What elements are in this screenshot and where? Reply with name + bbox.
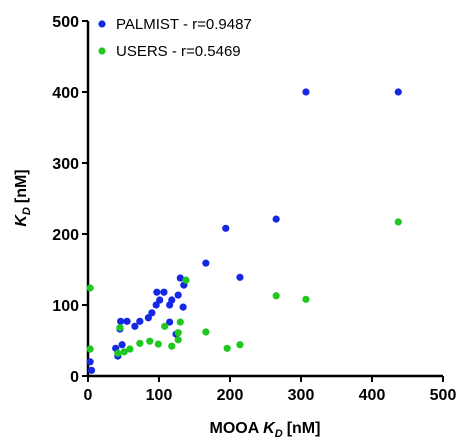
point bbox=[182, 276, 190, 284]
point bbox=[86, 284, 94, 292]
x-label-unit: [nM] bbox=[287, 420, 321, 437]
point bbox=[202, 328, 210, 336]
point bbox=[202, 259, 210, 267]
point bbox=[223, 344, 231, 352]
point bbox=[168, 342, 176, 350]
x-tick-label: 100 bbox=[146, 387, 173, 404]
x-label-prefix: MOOA bbox=[210, 420, 260, 437]
y-axis-label: KD [nM] bbox=[13, 169, 33, 226]
point bbox=[86, 345, 94, 353]
x-label-symbol: K bbox=[263, 420, 276, 437]
point bbox=[154, 340, 162, 348]
point bbox=[126, 345, 134, 353]
point bbox=[148, 309, 156, 317]
y-tick-label: 200 bbox=[52, 227, 79, 244]
point bbox=[160, 288, 168, 296]
point bbox=[116, 324, 124, 332]
point bbox=[153, 288, 161, 296]
point bbox=[302, 295, 310, 303]
point bbox=[272, 292, 280, 300]
point bbox=[161, 322, 169, 330]
point bbox=[117, 317, 125, 325]
point bbox=[272, 215, 280, 223]
x-tick-label: 0 bbox=[84, 387, 93, 404]
y-tick-label: 300 bbox=[52, 156, 79, 173]
point bbox=[302, 88, 310, 96]
point bbox=[136, 317, 144, 325]
point bbox=[118, 341, 126, 349]
y-tick-label: 100 bbox=[52, 298, 79, 315]
point bbox=[87, 366, 96, 374]
point bbox=[156, 296, 164, 304]
y-label-symbol: K bbox=[13, 214, 30, 227]
point bbox=[146, 337, 154, 345]
point bbox=[114, 349, 122, 357]
y-tick-label: 0 bbox=[70, 369, 79, 386]
y-label-subscript: D bbox=[21, 207, 33, 215]
x-tick-label: 500 bbox=[430, 387, 457, 404]
y-tick-label: 500 bbox=[52, 14, 79, 31]
point bbox=[120, 348, 128, 356]
point bbox=[136, 339, 144, 347]
x-label-subscript: D bbox=[275, 428, 283, 440]
x-axis-label: MOOA KD [nM] bbox=[210, 420, 321, 440]
legend-marker bbox=[98, 47, 106, 55]
point bbox=[176, 318, 184, 326]
point bbox=[86, 358, 94, 366]
point bbox=[222, 224, 230, 232]
point bbox=[144, 314, 152, 322]
point bbox=[179, 303, 187, 311]
point bbox=[174, 329, 182, 337]
point bbox=[236, 273, 244, 281]
x-tick-label: 300 bbox=[288, 387, 315, 404]
point bbox=[394, 218, 402, 226]
point bbox=[152, 301, 160, 309]
y-tick-label: 400 bbox=[52, 85, 79, 102]
point bbox=[166, 318, 174, 326]
point bbox=[176, 274, 184, 282]
legend-marker bbox=[98, 20, 106, 28]
y-label-unit: [nM] bbox=[13, 169, 30, 203]
point bbox=[168, 296, 176, 304]
point bbox=[236, 341, 244, 349]
x-tick-label: 200 bbox=[217, 387, 244, 404]
legend-label: PALMIST - r=0.9487 bbox=[116, 16, 252, 33]
point bbox=[394, 88, 402, 96]
point bbox=[131, 322, 139, 330]
legend-label: USERS - r=0.5469 bbox=[116, 43, 241, 60]
x-tick-label: 400 bbox=[359, 387, 386, 404]
point bbox=[123, 317, 131, 325]
point bbox=[174, 291, 182, 299]
point bbox=[174, 336, 182, 344]
